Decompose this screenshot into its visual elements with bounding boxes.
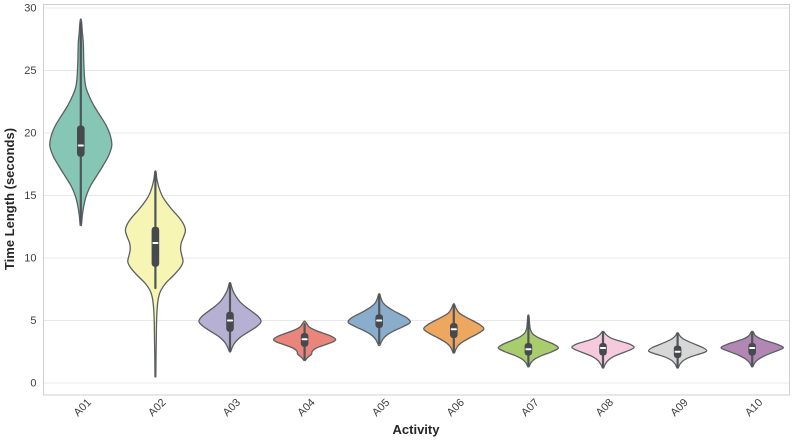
x-tick-label: A08 — [594, 397, 616, 419]
violin-box — [226, 311, 234, 332]
violin-median — [450, 328, 457, 331]
violin-a02 — [124, 170, 187, 378]
violins-layer — [49, 18, 784, 378]
violin-a06 — [423, 303, 485, 354]
violin-median — [376, 319, 383, 322]
violin-median — [599, 347, 607, 349]
x-tick-label: A05 — [370, 397, 392, 419]
x-tick-label: A02 — [146, 397, 168, 419]
y-axis-title: Time Length (seconds) — [2, 128, 17, 270]
violin-box — [450, 323, 458, 338]
y-tick-label: 25 — [24, 65, 36, 77]
violin-a01 — [49, 18, 113, 227]
violin-median — [77, 144, 84, 147]
violin-box — [599, 343, 607, 356]
x-tick-label: A10 — [743, 397, 765, 419]
x-axis-title: Activity — [393, 422, 441, 437]
violin-a03 — [198, 281, 262, 353]
violin-a09 — [647, 332, 708, 369]
y-tick-label: 5 — [30, 315, 36, 327]
plot-border — [43, 4, 790, 396]
y-tick-label: 20 — [24, 128, 36, 140]
violin-box — [77, 125, 85, 157]
x-tick-label: A09 — [668, 397, 690, 419]
violin-median — [749, 347, 756, 349]
violin-median — [525, 348, 532, 351]
violin-a04 — [272, 320, 337, 362]
violin-a08 — [571, 330, 635, 369]
y-tick-label: 15 — [24, 190, 36, 202]
violin-median — [674, 350, 681, 353]
violin-median — [226, 319, 234, 322]
violin-a10 — [720, 330, 784, 368]
x-tick-label: A04 — [295, 397, 317, 419]
violin-median — [152, 242, 159, 244]
violin-a05 — [347, 293, 411, 347]
x-tick-label: A03 — [221, 397, 243, 419]
x-tick-label: A06 — [445, 397, 467, 419]
y-tick-label: 10 — [24, 253, 36, 265]
violin-median — [301, 338, 308, 341]
violin-box — [151, 226, 160, 267]
y-tick-label: 30 — [24, 3, 36, 15]
x-tick-label: A01 — [72, 397, 94, 419]
x-tick-label: A07 — [519, 397, 541, 419]
y-axis-ticks: 0 5 10 15 20 25 30 — [24, 3, 36, 390]
y-tick-label: 0 — [30, 378, 36, 390]
violin-box — [748, 343, 756, 356]
violin-a07 — [497, 314, 560, 368]
x-axis-ticks: A01 A02 A03 A04 A05 A06 A07 A08 A09 A10 — [72, 397, 766, 419]
